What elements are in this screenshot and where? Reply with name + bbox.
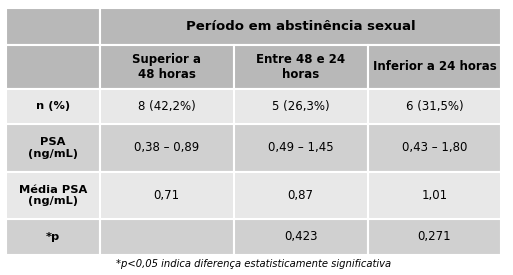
FancyBboxPatch shape — [7, 89, 100, 124]
FancyBboxPatch shape — [234, 172, 367, 219]
Text: 1,01: 1,01 — [421, 189, 447, 202]
FancyBboxPatch shape — [367, 172, 501, 219]
Text: 0,38 – 0,89: 0,38 – 0,89 — [134, 141, 200, 154]
FancyBboxPatch shape — [367, 124, 501, 172]
Text: 0,71: 0,71 — [154, 189, 180, 202]
Text: 0,43 – 1,80: 0,43 – 1,80 — [402, 141, 467, 154]
Text: 0,49 – 1,45: 0,49 – 1,45 — [268, 141, 333, 154]
FancyBboxPatch shape — [7, 45, 100, 89]
Text: 6 (31,5%): 6 (31,5%) — [406, 100, 463, 113]
Text: n (%): n (%) — [36, 101, 70, 111]
Text: 0,87: 0,87 — [288, 189, 313, 202]
Text: *p: *p — [46, 232, 60, 242]
FancyBboxPatch shape — [234, 45, 367, 89]
FancyBboxPatch shape — [7, 124, 100, 172]
FancyBboxPatch shape — [7, 172, 100, 219]
Text: 0,271: 0,271 — [418, 230, 451, 243]
FancyBboxPatch shape — [100, 124, 234, 172]
Text: 0,423: 0,423 — [284, 230, 318, 243]
FancyBboxPatch shape — [100, 89, 234, 124]
Text: Média PSA
(ng/mL): Média PSA (ng/mL) — [19, 185, 87, 206]
FancyBboxPatch shape — [367, 89, 501, 124]
Text: *p<0,05 indica diferença estatisticamente significativa: *p<0,05 indica diferença estatisticament… — [116, 259, 391, 269]
Text: Entre 48 e 24
horas: Entre 48 e 24 horas — [256, 53, 345, 81]
FancyBboxPatch shape — [100, 172, 234, 219]
FancyBboxPatch shape — [234, 124, 367, 172]
Text: 5 (26,3%): 5 (26,3%) — [272, 100, 329, 113]
FancyBboxPatch shape — [100, 219, 234, 255]
Text: Inferior a 24 horas: Inferior a 24 horas — [372, 60, 496, 73]
FancyBboxPatch shape — [100, 45, 234, 89]
FancyBboxPatch shape — [7, 219, 100, 255]
Text: Superior a
48 horas: Superior a 48 horas — [132, 53, 201, 81]
Text: PSA
(ng/mL): PSA (ng/mL) — [28, 137, 78, 158]
Text: 8 (42,2%): 8 (42,2%) — [138, 100, 195, 113]
FancyBboxPatch shape — [100, 8, 501, 45]
FancyBboxPatch shape — [234, 89, 367, 124]
Text: Período em abstinência sexual: Período em abstinência sexual — [186, 20, 416, 33]
FancyBboxPatch shape — [7, 8, 100, 45]
FancyBboxPatch shape — [234, 219, 367, 255]
FancyBboxPatch shape — [367, 219, 501, 255]
FancyBboxPatch shape — [367, 45, 501, 89]
